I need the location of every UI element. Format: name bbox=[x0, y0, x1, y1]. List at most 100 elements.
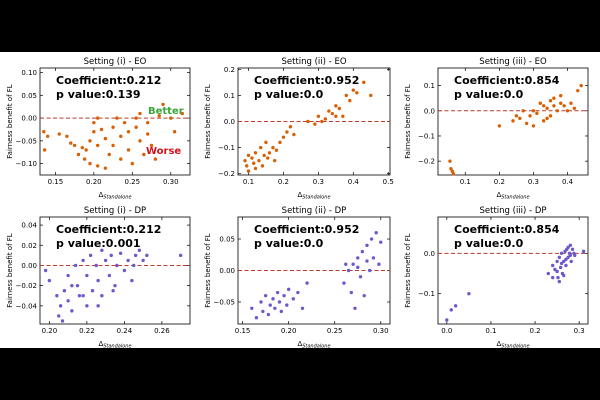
data-point bbox=[113, 283, 117, 288]
y-tick-label: 0.05 bbox=[21, 92, 37, 100]
y-tick-label: −0.2 bbox=[418, 158, 435, 166]
x-tick-label: 0.20 bbox=[42, 327, 58, 335]
data-point bbox=[277, 300, 282, 304]
y-tick-label: 0.10 bbox=[21, 69, 37, 77]
panel-title: Setting (ii) - EO bbox=[281, 57, 346, 67]
x-tick-label: 0.1 bbox=[460, 178, 471, 186]
data-point bbox=[369, 93, 373, 98]
data-point bbox=[126, 148, 131, 152]
data-point bbox=[566, 255, 570, 260]
data-point bbox=[111, 125, 115, 129]
p-value-label: p value:0.0 bbox=[254, 237, 324, 250]
data-point bbox=[300, 306, 305, 310]
data-point bbox=[122, 268, 127, 273]
plot-frame bbox=[437, 216, 589, 325]
data-point bbox=[88, 139, 92, 143]
x-axis-label: ΔStandalone bbox=[297, 340, 330, 348]
data-point bbox=[356, 256, 360, 260]
data-point bbox=[562, 104, 566, 108]
data-point bbox=[245, 164, 249, 168]
data-point bbox=[42, 130, 46, 134]
y-tick-label: 0.1 bbox=[224, 92, 235, 100]
x-axis-label: ΔStandalone bbox=[496, 191, 529, 201]
data-point bbox=[141, 258, 145, 263]
data-point bbox=[130, 161, 135, 166]
data-point bbox=[566, 245, 570, 249]
data-point bbox=[69, 141, 73, 145]
data-point bbox=[145, 132, 150, 136]
data-point bbox=[126, 130, 131, 134]
data-point bbox=[349, 290, 354, 295]
data-point bbox=[243, 158, 247, 163]
data-point bbox=[552, 96, 556, 100]
data-point bbox=[356, 265, 360, 270]
y-tick-label: 0.2 bbox=[224, 66, 235, 74]
data-point bbox=[72, 143, 77, 148]
x-tick-label: 0.30 bbox=[163, 178, 179, 186]
data-point bbox=[180, 111, 185, 116]
y-axis-label: Fairness benefit of FL bbox=[404, 233, 412, 308]
coefficient-label: Coefficient:0.212 bbox=[56, 74, 161, 87]
data-point bbox=[365, 259, 369, 263]
x-tick-label: 0.4 bbox=[348, 178, 360, 186]
data-point bbox=[130, 278, 134, 283]
data-point bbox=[262, 153, 266, 158]
data-point bbox=[313, 122, 317, 126]
data-point bbox=[88, 253, 93, 258]
x-tick-label: 0.1 bbox=[485, 327, 496, 335]
data-point bbox=[260, 164, 265, 168]
data-point bbox=[109, 253, 113, 258]
y-axis-label: Fairness benefit of FL bbox=[6, 84, 14, 159]
data-point bbox=[445, 318, 449, 322]
data-point bbox=[451, 172, 456, 176]
data-point bbox=[169, 116, 173, 120]
data-point bbox=[107, 273, 112, 278]
x-tick-label: 0.20 bbox=[86, 178, 102, 186]
data-point bbox=[103, 258, 108, 263]
data-point bbox=[66, 299, 70, 303]
data-point bbox=[320, 119, 324, 124]
data-point bbox=[96, 278, 100, 283]
data-point bbox=[42, 148, 47, 152]
data-point bbox=[100, 248, 104, 253]
data-point bbox=[449, 308, 453, 312]
x-tick-label: 0.25 bbox=[327, 327, 343, 335]
y-tick-label: 0.00 bbox=[21, 262, 37, 270]
data-point bbox=[557, 255, 562, 260]
data-point bbox=[267, 151, 272, 155]
data-point bbox=[80, 145, 85, 150]
data-point bbox=[358, 275, 363, 279]
data-point bbox=[552, 104, 556, 108]
data-point bbox=[95, 164, 100, 168]
data-point bbox=[115, 263, 119, 268]
data-point bbox=[96, 304, 100, 308]
x-tick-label: 0.2 bbox=[278, 178, 289, 186]
data-point bbox=[449, 167, 453, 171]
data-point bbox=[292, 132, 296, 137]
panel-2: Setting (ii) - EO 0.1 0.2 0.3 0.4 0.5 −0.2 −0.1… bbox=[204, 57, 394, 201]
data-point bbox=[569, 101, 573, 105]
data-point bbox=[288, 125, 293, 129]
data-point bbox=[353, 306, 357, 310]
p-value-label: p value:0.0 bbox=[454, 237, 524, 250]
x-tick-label: 0.2 bbox=[494, 178, 505, 186]
data-point bbox=[362, 293, 366, 298]
data-point bbox=[273, 306, 277, 310]
panel-title: Setting (iii) - DP bbox=[480, 206, 547, 216]
data-point bbox=[279, 309, 283, 314]
data-point bbox=[559, 261, 564, 266]
x-axis-label-subscript: Standalone bbox=[501, 195, 529, 201]
data-point bbox=[379, 240, 383, 244]
data-point bbox=[137, 248, 142, 253]
data-point bbox=[562, 273, 566, 278]
data-point bbox=[538, 101, 542, 105]
y-tick-label: −0.10 bbox=[16, 160, 37, 168]
data-point bbox=[153, 157, 158, 161]
data-point bbox=[360, 249, 365, 254]
y-tick-label: 0.05 bbox=[219, 236, 235, 244]
data-point bbox=[555, 259, 559, 264]
data-point bbox=[559, 101, 563, 105]
data-point bbox=[134, 125, 138, 129]
data-point bbox=[95, 143, 100, 148]
x-axis-label: ΔStandalone bbox=[98, 191, 131, 201]
